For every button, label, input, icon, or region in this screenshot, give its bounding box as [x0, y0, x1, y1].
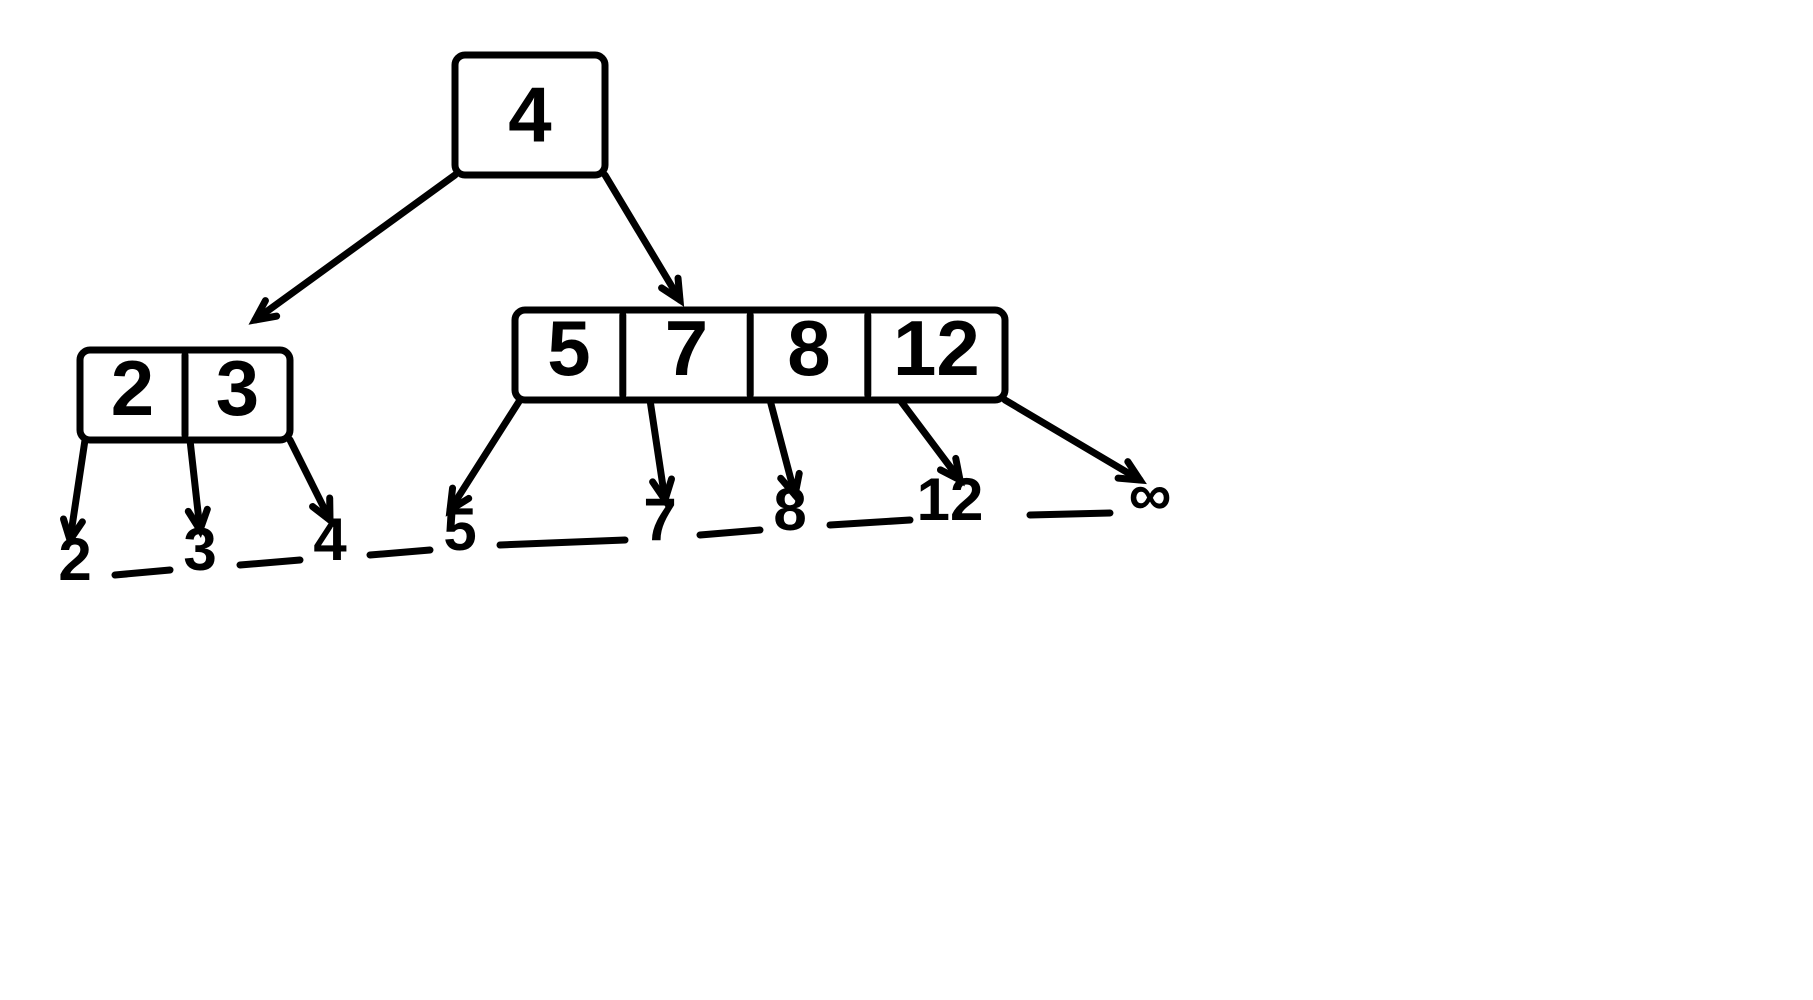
leaf-link-5: [830, 520, 910, 525]
node-right-key-1: 7: [665, 304, 708, 392]
leaf-5: 8: [773, 476, 806, 543]
leaf-pointer-7: [1005, 400, 1140, 480]
node-right-key-0: 5: [547, 304, 590, 392]
leaf-2: 4: [313, 506, 347, 573]
leaf-7: ∞: [1129, 461, 1172, 528]
leaf-link-3: [500, 540, 625, 545]
btree-diagram: 42357812 23457812∞: [0, 0, 1813, 1000]
leaf-pointer-3: [450, 400, 520, 510]
leaf-link-0: [115, 570, 170, 575]
node-right: 578 12: [515, 304, 1005, 400]
leaf-link-1: [240, 560, 300, 565]
node-root: 4: [455, 55, 605, 175]
leaf-4: 7: [643, 486, 676, 553]
leaf-0: 2: [58, 526, 91, 593]
node-left: 23: [80, 344, 290, 440]
node-root-key-0: 4: [508, 70, 551, 158]
node-left-key-1: 3: [216, 344, 259, 432]
node-right-key-2: 8: [787, 304, 830, 392]
leaf-pointer-4: [650, 400, 672, 500]
edge-root-right: [605, 175, 680, 300]
leaf-link-6: [1030, 513, 1110, 515]
leaf-pointer-0: [63, 440, 85, 540]
leaf-link-4: [700, 530, 760, 535]
leaf-link-2: [370, 550, 430, 555]
node-left-key-0: 2: [111, 344, 154, 432]
edge-root-left: [255, 175, 455, 320]
leaf-6: 12: [917, 466, 984, 533]
node-right-key-3: 12: [893, 304, 980, 392]
leaf-1: 3: [183, 516, 216, 583]
leaf-3: 5: [443, 496, 476, 563]
